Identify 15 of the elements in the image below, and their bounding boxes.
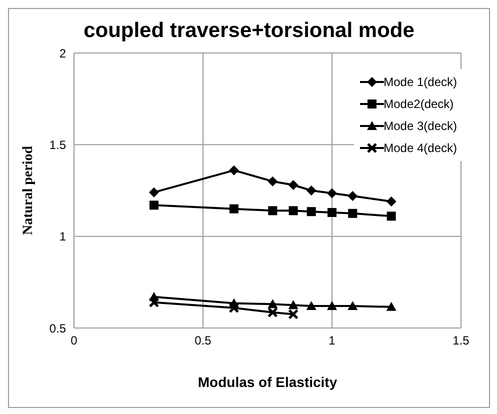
x-tick-label: 1.5 xyxy=(452,334,470,348)
legend-label: Mode 4(deck) xyxy=(384,141,457,155)
legend-label: Mode 3(deck) xyxy=(384,119,457,133)
x-axis-title: Modulas of Elasticity xyxy=(198,374,338,390)
legend-label: Mode2(deck) xyxy=(384,97,454,111)
x-tick-label: 1 xyxy=(328,334,336,348)
y-tick-label: 0.5 xyxy=(49,321,66,336)
x-tick-label: 0 xyxy=(70,334,78,348)
y-tick-label: 1.5 xyxy=(49,138,66,152)
y-axis-title: Natural period xyxy=(20,146,36,236)
legend-label: Mode 1(deck) xyxy=(384,75,457,89)
y-tick-label: 2 xyxy=(59,46,66,60)
x-tick-label: 0.5 xyxy=(194,334,212,348)
chart-title: coupled traverse+torsional mode xyxy=(82,19,416,43)
y-tick-label: 1 xyxy=(59,230,66,244)
